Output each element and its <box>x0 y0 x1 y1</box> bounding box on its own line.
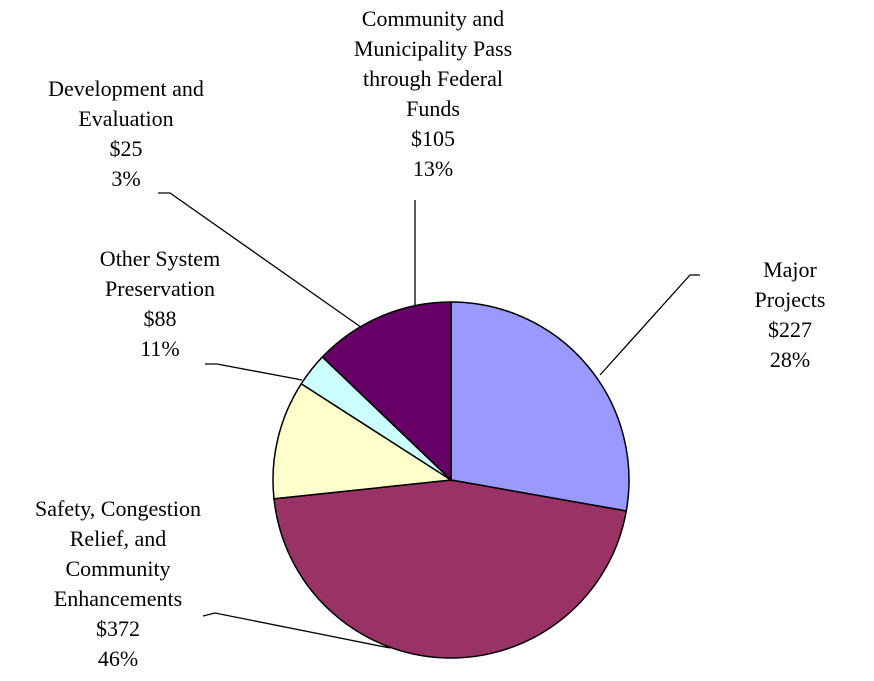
leader-line <box>599 274 700 376</box>
leader-line <box>158 192 366 331</box>
slice-label: Development and Evaluation $25 3% <box>48 74 204 194</box>
leader-line <box>205 363 303 381</box>
pie-slice <box>450 301 630 512</box>
percent-label: 28% <box>769 347 811 372</box>
value-label: $25 <box>109 136 143 161</box>
value-label: $105 <box>411 126 455 151</box>
leader-lines <box>158 192 700 649</box>
pie-slice <box>272 382 454 500</box>
slice-label: Other System Preservation $88 11% <box>100 244 220 364</box>
percent-label: 11% <box>140 336 180 361</box>
category-label: Other System Preservation <box>99 246 221 301</box>
value-label: $227 <box>768 317 812 342</box>
value-label: $372 <box>96 616 140 641</box>
category-label: Major Projects <box>754 257 826 312</box>
category-label: Development and Evaluation <box>48 76 204 131</box>
percent-label: 13% <box>412 156 454 181</box>
category-label: Safety, Congestion Relief, and Community… <box>35 496 201 611</box>
pie-slice <box>273 479 628 659</box>
slice-label: Safety, Congestion Relief, and Community… <box>35 494 201 674</box>
pie-slice <box>321 301 452 482</box>
value-label: $88 <box>143 306 177 331</box>
percent-label: 46% <box>97 646 139 671</box>
percent-label: 3% <box>111 166 141 191</box>
slice-label: Major Projects $227 28% <box>748 255 832 375</box>
category-label: Community and Municipality Pass through … <box>353 6 513 121</box>
slice-label: Community and Municipality Pass through … <box>354 4 512 184</box>
leader-line <box>202 612 391 649</box>
